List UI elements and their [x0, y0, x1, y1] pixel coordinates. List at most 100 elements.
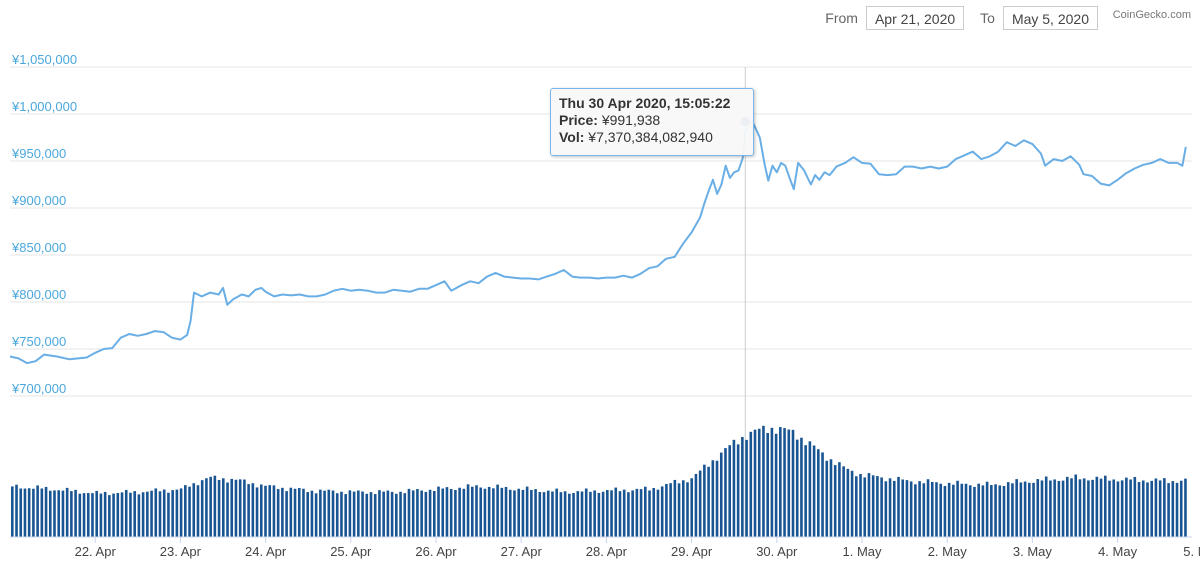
- volume-bar: [407, 488, 411, 537]
- volume-bar: [272, 485, 276, 537]
- volume-bar: [572, 492, 575, 537]
- volume-bar: [855, 476, 858, 537]
- x-tick-label: 29. Apr: [671, 544, 713, 559]
- volume-bar: [416, 489, 419, 537]
- volume-bar: [137, 494, 141, 537]
- volume-bar: [32, 488, 35, 537]
- volume-bar: [53, 490, 56, 537]
- volume-bar: [48, 490, 52, 537]
- volume-bar: [91, 493, 94, 537]
- volume-bar: [1078, 479, 1082, 537]
- volume-bar: [146, 491, 149, 537]
- volume-bar: [601, 491, 605, 537]
- volume-bar: [800, 437, 803, 537]
- volume-bar: [475, 485, 478, 537]
- volume-bar: [500, 487, 504, 537]
- volume-bar: [319, 489, 322, 537]
- volume-bar: [357, 490, 360, 537]
- volume-bar: [665, 483, 668, 537]
- volume-bar: [116, 493, 120, 537]
- volume-bar: [268, 485, 272, 537]
- volume-bar: [458, 487, 461, 537]
- volume-bar: [259, 484, 263, 537]
- volume-bar: [1108, 480, 1111, 537]
- volume-bar: [1036, 479, 1040, 537]
- volume-bar: [247, 484, 250, 537]
- volume-bar: [378, 490, 381, 537]
- volume-bar: [901, 479, 905, 537]
- volume-bar: [437, 486, 440, 537]
- volume-bar: [973, 486, 976, 537]
- volume-bar: [1129, 479, 1132, 537]
- volume-bar: [648, 490, 651, 537]
- volume-bar: [715, 460, 719, 537]
- volume-bar: [1125, 477, 1128, 537]
- x-tick-label: 3. May: [1013, 544, 1053, 559]
- volume-bar: [1066, 476, 1069, 537]
- credits-link[interactable]: CoinGecko.com: [1112, 9, 1191, 21]
- volume-bar: [306, 492, 309, 537]
- volume-bar: [243, 479, 246, 537]
- volume-bar: [276, 489, 280, 537]
- volume-bar: [977, 483, 980, 537]
- x-tick-label: 22. Apr: [75, 544, 117, 559]
- volume-bar: [74, 489, 77, 537]
- volume-bar: [711, 460, 715, 537]
- volume-bar: [492, 488, 495, 537]
- volume-bar: [1154, 478, 1158, 537]
- volume-bar: [365, 493, 369, 537]
- x-tick-label: 23. Apr: [160, 544, 202, 559]
- volume-bar: [369, 492, 373, 537]
- volume-bar: [238, 479, 242, 537]
- tooltip-price-value: ¥991,938: [601, 112, 661, 128]
- y-tick-label: ¥850,000: [11, 240, 66, 255]
- volume-bar: [525, 486, 529, 537]
- x-tick-label: 26. Apr: [415, 544, 457, 559]
- volume-bar: [563, 491, 567, 537]
- volume-bar: [504, 486, 508, 537]
- volume-bar: [943, 486, 947, 537]
- volume-bar: [112, 493, 115, 537]
- volume-bar: [40, 488, 44, 537]
- volume-bar: [314, 493, 318, 537]
- volume-bar: [348, 490, 352, 537]
- y-tick-label: ¥800,000: [11, 287, 66, 302]
- volume-bar: [150, 490, 153, 537]
- x-tick-label: 28. Apr: [586, 544, 628, 559]
- volume-bar: [251, 483, 255, 537]
- from-date-input[interactable]: Apr 21, 2020: [865, 6, 965, 30]
- volume-bar: [36, 485, 39, 537]
- to-date-input[interactable]: May 5, 2020: [1002, 6, 1098, 30]
- volume-bar: [222, 478, 225, 537]
- volume-bar: [627, 492, 630, 537]
- x-tick-label: 5. May: [1183, 544, 1200, 559]
- volume-bar: [546, 490, 550, 537]
- volume-bar: [1087, 480, 1090, 537]
- volume-bar: [158, 491, 162, 537]
- volume-bar: [644, 486, 647, 537]
- volume-bar: [1057, 481, 1061, 537]
- volume-bar: [838, 462, 841, 537]
- volume-bar: [631, 490, 634, 537]
- volume-bar: [120, 492, 124, 537]
- volume-bar: [171, 490, 174, 537]
- x-tick-label: 27. Apr: [501, 544, 543, 559]
- volume-bar: [850, 470, 854, 537]
- volume-bar: [1150, 480, 1153, 537]
- volume-bar: [1137, 482, 1141, 537]
- volume-bar: [597, 492, 601, 537]
- volume-bar: [719, 452, 723, 537]
- volume-bar: [677, 483, 681, 537]
- volume-bar: [226, 482, 229, 537]
- volume-bar: [542, 492, 546, 537]
- volume-bar: [888, 478, 892, 537]
- tooltip-vol-label: Vol:: [559, 129, 585, 145]
- volume-bar: [669, 483, 672, 537]
- volume-bar: [863, 477, 867, 537]
- volume-bar: [1103, 475, 1107, 537]
- volume-bar: [95, 490, 98, 537]
- volume-bar: [264, 485, 267, 537]
- tooltip-vol-value: ¥7,370,384,082,940: [588, 129, 713, 145]
- volume-bar: [352, 491, 356, 537]
